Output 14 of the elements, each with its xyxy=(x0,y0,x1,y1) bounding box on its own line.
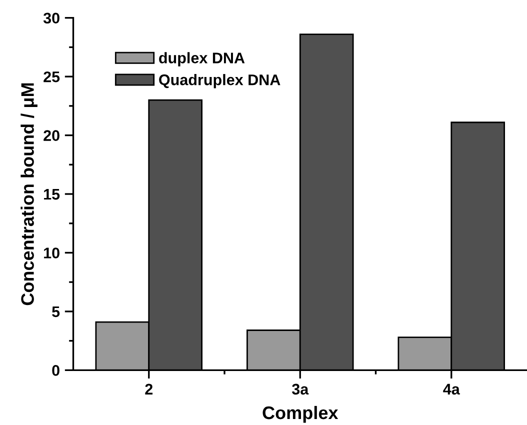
y-axis-title: Concentration bound / μM xyxy=(20,83,38,306)
y-tick-label: 15 xyxy=(44,189,60,200)
y-tick-label: 5 xyxy=(52,306,60,318)
legend-label: duplex DNA xyxy=(159,52,245,66)
y-tick-label: 10 xyxy=(44,248,60,258)
legend-label: Quadruplex DNA xyxy=(159,74,280,88)
y-tick-label: 0 xyxy=(52,365,60,376)
y-tick-label: 30 xyxy=(43,12,60,24)
x-tick-label: 3a xyxy=(292,384,309,395)
x-tick-label: 2 xyxy=(145,384,153,394)
y-tick-label: 20 xyxy=(44,130,60,141)
x-axis-title: Complex xyxy=(262,406,338,423)
x-tick-label: 4a xyxy=(443,384,460,395)
y-tick-label: 25 xyxy=(44,71,60,82)
